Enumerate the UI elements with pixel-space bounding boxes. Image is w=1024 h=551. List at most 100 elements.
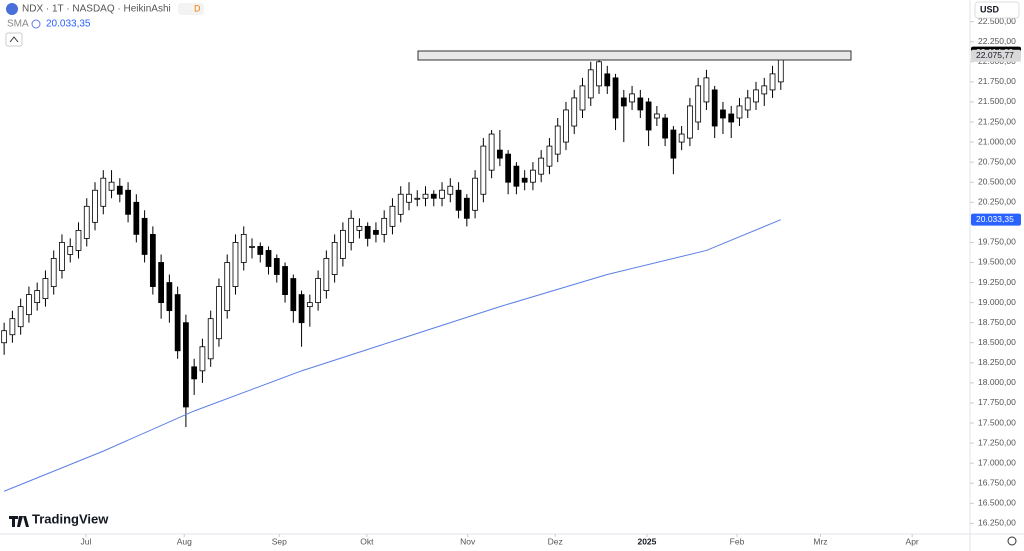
- candle-body: [563, 109, 569, 143]
- candle-body: [116, 185, 123, 195]
- candle-body: [761, 85, 768, 95]
- candle-body: [348, 217, 355, 243]
- candle-body: [216, 286, 222, 340]
- candle-body: [728, 113, 735, 123]
- candle-body: [653, 113, 660, 119]
- y-tick-label: 19.250,00: [978, 277, 1016, 287]
- candle-body: [298, 294, 305, 324]
- candle-body: [769, 73, 776, 91]
- candle-body: [678, 133, 685, 143]
- candle-body: [257, 246, 264, 255]
- badge[interactable]: D: [194, 3, 201, 13]
- candle-body: [240, 233, 247, 263]
- collapse-icon: [9, 36, 19, 43]
- candle-body: [183, 322, 189, 408]
- price-label-text: 20.033,35: [976, 214, 1014, 224]
- y-tick-label: 21.250,00: [978, 116, 1016, 126]
- candle-body: [513, 165, 520, 187]
- plot: 16.250,00 16.500,00 16.750,00 17.000,00 17.2…: [1, 16, 1016, 546]
- candle-body: [199, 346, 206, 372]
- price-label-text: 22.075,77: [976, 50, 1014, 60]
- y-tick-label: 20.500,00: [978, 176, 1016, 186]
- candle-body: [447, 185, 454, 195]
- candle-body: [67, 246, 74, 255]
- x-tick-label: Apr: [906, 536, 919, 546]
- candle-body: [282, 266, 288, 295]
- x-tick-label: Nov: [460, 536, 476, 546]
- currency-button[interactable]: [974, 1, 1020, 19]
- candle-body: [620, 97, 627, 107]
- x-tick-label: Mrz: [813, 536, 827, 546]
- candle-body: [488, 133, 495, 171]
- x-tick-label: Feb: [730, 536, 745, 546]
- y-tick-label: 17.250,00: [978, 437, 1016, 447]
- candle-body: [744, 97, 751, 111]
- candle-body: [224, 262, 231, 312]
- x-tick-label: Okt: [360, 536, 374, 546]
- y-tick-label: 19.750,00: [978, 237, 1016, 247]
- candle-body: [637, 97, 644, 111]
- candle-body: [612, 77, 619, 119]
- candle-body: [604, 73, 611, 87]
- candle-body: [496, 149, 503, 159]
- collapse-button[interactable]: [5, 32, 23, 47]
- candle-body: [108, 181, 115, 191]
- candle-body: [645, 101, 652, 131]
- candle-body: [711, 89, 718, 127]
- candle-body: [521, 177, 528, 183]
- candle-body: [133, 201, 140, 235]
- y-tick-label: 19.000,00: [978, 297, 1016, 307]
- x-tick-label: Aug: [177, 536, 192, 546]
- y-tick-label: 20.750,00: [978, 156, 1016, 166]
- candle-body: [158, 262, 164, 304]
- badge-bg: [178, 3, 204, 15]
- settings-icon[interactable]: [1007, 536, 1017, 546]
- candle-body: [662, 117, 668, 139]
- sma-line: [3, 219, 781, 492]
- candle-body: [422, 193, 429, 199]
- candle-body: [381, 217, 388, 235]
- candle-body: [480, 145, 487, 195]
- indicator-name[interactable]: SMA: [7, 19, 29, 30]
- price-label-bg: [971, 49, 1021, 62]
- indicator-icon: [31, 19, 41, 29]
- candle-body: [1, 330, 8, 344]
- candle-body: [9, 318, 16, 336]
- candle-body: [59, 242, 65, 271]
- x-tick-label: Dez: [548, 536, 563, 546]
- candle-body: [331, 242, 338, 275]
- candle-body: [596, 61, 602, 87]
- y-tick-label: 19.500,00: [978, 257, 1016, 267]
- candle-body: [290, 278, 297, 312]
- brand-logo: [9, 516, 29, 527]
- candle-body: [191, 366, 198, 380]
- candle-body: [166, 282, 173, 312]
- candle-body: [100, 177, 107, 207]
- candle-body: [75, 229, 82, 251]
- y-tick-label: 18.500,00: [978, 337, 1016, 347]
- candle-body: [538, 157, 545, 175]
- candle-body: [141, 217, 148, 255]
- candle-body: [414, 197, 421, 200]
- candle-body: [125, 189, 131, 215]
- candle-body: [472, 177, 478, 211]
- candle-body: [546, 145, 553, 167]
- candle-body: [83, 205, 90, 239]
- candle-body: [34, 290, 41, 304]
- candle-body: [92, 189, 98, 223]
- candle-body: [17, 306, 24, 328]
- candle-body: [720, 109, 726, 119]
- currency[interactable]: USD: [980, 4, 1000, 14]
- candle-body: [340, 229, 346, 259]
- y-tick-label: 22.500,00: [978, 16, 1016, 26]
- y-tick-label: 20.250,00: [978, 197, 1016, 207]
- candle-body: [430, 193, 437, 199]
- candle-body: [397, 193, 404, 215]
- candle-body: [406, 193, 412, 203]
- price-label: 20.033,35: [971, 213, 1021, 226]
- candle-body: [439, 189, 445, 199]
- candle-body: [571, 97, 578, 127]
- brand[interactable]: TradingView: [32, 511, 109, 526]
